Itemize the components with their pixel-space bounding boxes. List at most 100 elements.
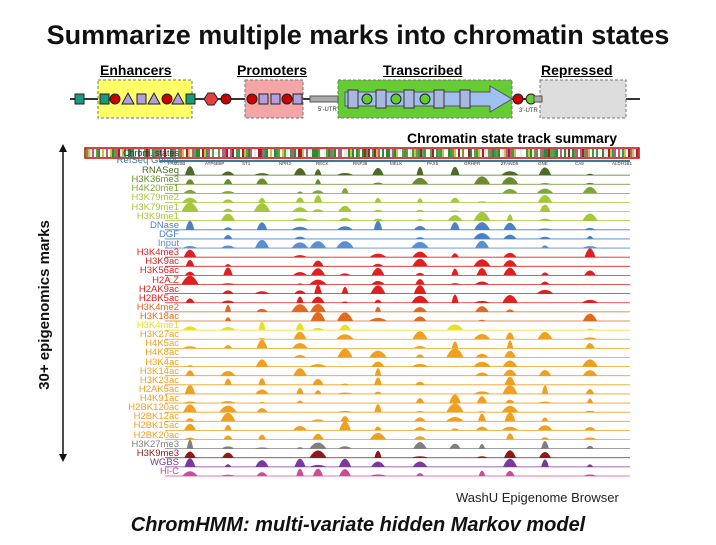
nucleosome bbox=[390, 93, 402, 105]
track-peak bbox=[336, 241, 354, 249]
gene-name: FAM20B bbox=[168, 161, 185, 166]
track-peak bbox=[292, 425, 308, 431]
track-peak bbox=[583, 410, 597, 413]
track-peak bbox=[450, 222, 460, 230]
chrom-state-segment bbox=[518, 149, 520, 157]
chrom-state-segment bbox=[344, 149, 346, 157]
track-peak bbox=[370, 285, 386, 294]
track-peak bbox=[505, 470, 515, 476]
track-peak bbox=[294, 290, 306, 294]
chrom-state-segment bbox=[288, 149, 290, 157]
track-peak bbox=[473, 300, 491, 303]
chrom-state-segment bbox=[174, 149, 176, 157]
chrom-state-segment bbox=[286, 149, 288, 157]
nucleosome bbox=[512, 93, 524, 105]
chrom-state-segment bbox=[522, 149, 524, 157]
track-peak bbox=[584, 227, 596, 230]
chrom-state-segment bbox=[236, 149, 238, 157]
chrom-state-segment bbox=[102, 149, 104, 157]
gene-name: GRHPR bbox=[464, 161, 481, 166]
track-peak bbox=[374, 426, 382, 431]
track-label: H4K91ac bbox=[139, 393, 179, 405]
chrom-state-segment bbox=[452, 149, 454, 157]
track-label: H2A.Z bbox=[152, 274, 179, 286]
track-peak bbox=[451, 341, 459, 349]
track-label: H4K8ac bbox=[145, 347, 179, 359]
chrom-state-segment bbox=[260, 149, 262, 157]
utr3-label: 3'-UTR bbox=[519, 108, 538, 114]
track-peak bbox=[220, 474, 236, 476]
track-peak bbox=[502, 260, 518, 267]
chrom-states-label: Chrom. states bbox=[122, 148, 179, 158]
track-peak bbox=[255, 239, 269, 249]
track-peak bbox=[223, 227, 233, 230]
chrom-state-segment bbox=[560, 149, 562, 157]
chrom-state-segment bbox=[416, 149, 418, 157]
track-label: H2BK5ac bbox=[138, 292, 179, 304]
track-peak bbox=[411, 364, 429, 367]
track-peak bbox=[341, 286, 349, 294]
track-peak bbox=[257, 402, 267, 404]
track-peak bbox=[537, 401, 553, 404]
track-peak bbox=[583, 474, 597, 476]
track-peak bbox=[184, 166, 196, 176]
nucleosome bbox=[270, 93, 281, 105]
chrom-state-segment bbox=[450, 149, 452, 157]
chrom-state-segment bbox=[562, 149, 564, 157]
chrom-state-segment bbox=[602, 149, 604, 157]
track-peak bbox=[374, 197, 382, 203]
chrom-state-segment bbox=[146, 149, 148, 157]
track-peak bbox=[585, 328, 595, 331]
nucleosome bbox=[347, 89, 359, 109]
chrom-state-segment bbox=[268, 149, 270, 157]
track-peak bbox=[296, 296, 304, 303]
arrow-head-up bbox=[59, 144, 67, 152]
chrom-state-segment bbox=[232, 149, 234, 157]
chrom-state-segment bbox=[276, 149, 278, 157]
track-peak bbox=[374, 368, 382, 376]
track-peak bbox=[475, 426, 489, 431]
track-peak bbox=[582, 437, 598, 440]
chrom-state-segment bbox=[628, 149, 630, 157]
chrom-state-segment bbox=[566, 149, 568, 157]
chrom-state-segment bbox=[338, 149, 340, 157]
track-label: H2BK12ac bbox=[133, 411, 179, 423]
track-label: H3K18ac bbox=[139, 311, 179, 322]
track-peak bbox=[372, 167, 384, 176]
track-peak bbox=[581, 299, 599, 303]
track-peak bbox=[294, 458, 306, 467]
chrom-state-segment bbox=[532, 149, 534, 157]
track-peak bbox=[450, 197, 460, 203]
track-peak bbox=[224, 264, 232, 267]
track-peak bbox=[311, 296, 325, 303]
track-peak bbox=[183, 246, 197, 249]
track-peak bbox=[185, 370, 195, 376]
track-peak bbox=[339, 468, 351, 476]
chrom-state-segment bbox=[324, 149, 326, 157]
chrom-state-segment bbox=[120, 149, 122, 157]
track-peak bbox=[412, 251, 428, 258]
track-peak bbox=[537, 425, 553, 431]
track-label: H3K4me2 bbox=[136, 301, 179, 313]
chrom-state-segment bbox=[220, 149, 222, 157]
chrom-state-segment bbox=[206, 149, 208, 157]
chrom-state-segment bbox=[508, 149, 510, 157]
track-peak bbox=[340, 383, 350, 385]
chrom-state-segment bbox=[258, 149, 260, 157]
chrom-state-segment bbox=[192, 149, 194, 157]
track-peak bbox=[296, 447, 304, 449]
track-peak bbox=[505, 332, 515, 340]
track-peak bbox=[183, 404, 197, 413]
chrom-state-segment bbox=[516, 149, 518, 157]
track-peak bbox=[415, 411, 425, 413]
chrom-state-segment bbox=[278, 149, 280, 157]
chrom-state-segment bbox=[176, 149, 178, 157]
track-peak bbox=[256, 359, 268, 367]
track-peak bbox=[476, 268, 488, 276]
track-peak bbox=[253, 203, 271, 212]
track-peak bbox=[222, 208, 234, 212]
chrom-state-segment bbox=[592, 149, 594, 157]
track-peak bbox=[373, 220, 383, 230]
chrom-state-segment bbox=[500, 149, 502, 157]
chrom-state-segment bbox=[140, 149, 142, 157]
